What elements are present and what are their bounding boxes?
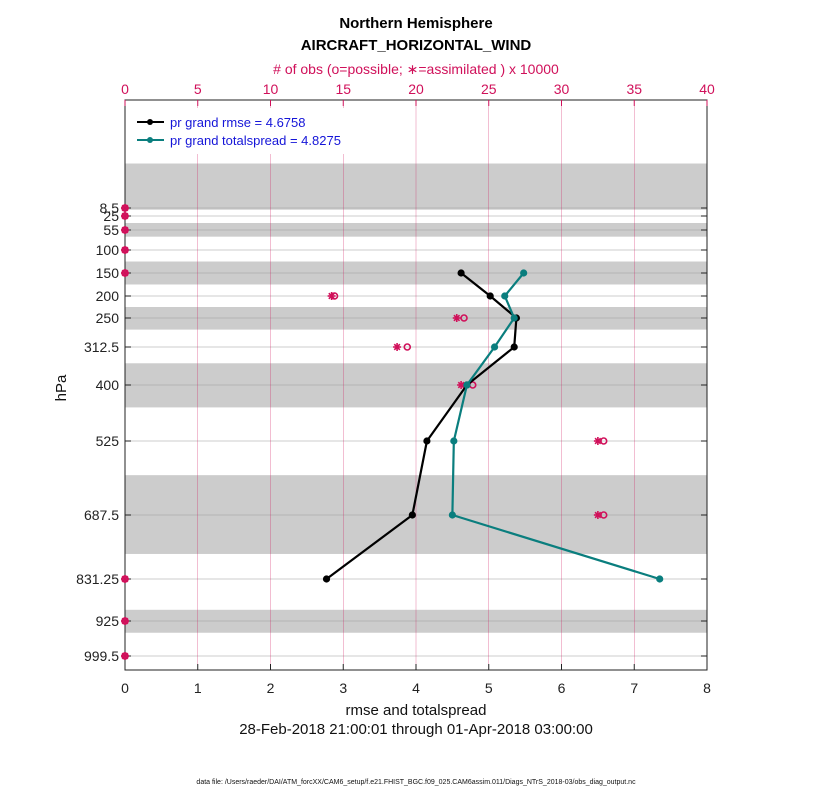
obs-possible-marker	[460, 314, 468, 322]
obs-assimilated-marker	[121, 269, 129, 277]
top-tick-label: 25	[481, 81, 497, 97]
series-line-spread	[451, 272, 661, 581]
legend-box	[128, 108, 368, 154]
obs-assimilated-marker	[452, 314, 461, 322]
y-tick-label: 925	[96, 613, 120, 629]
y-tick-label: 25	[103, 208, 119, 224]
legend: pr grand rmse = 4.6758 pr grand totalspr…	[128, 108, 368, 154]
y-tick-label: 400	[96, 377, 120, 393]
top-tick-label: 20	[408, 81, 424, 97]
obs-star-stroke	[121, 575, 129, 583]
series-point-rmse	[322, 575, 331, 583]
y-tick-label: 100	[96, 242, 120, 258]
x-axis-label: rmse and totalspread	[346, 702, 487, 719]
y-tick-label: 687.5	[84, 507, 119, 523]
legend-label-rmse: pr grand rmse = 4.6758	[170, 115, 306, 130]
series-point-spread	[448, 511, 456, 519]
y-tick-label: 250	[96, 310, 120, 326]
series-point-rmse	[457, 269, 465, 277]
obs-star-stroke	[121, 617, 129, 625]
legend-marker-spread	[147, 137, 153, 143]
series-point-spread	[463, 381, 471, 389]
y-axis-label: hPa	[53, 374, 70, 401]
x-tick-label: 2	[267, 680, 275, 696]
top-tick-label: 40	[699, 81, 715, 97]
obs-assimilated-marker	[121, 212, 129, 220]
series-lines	[322, 269, 664, 583]
chart-title: Northern Hemisphere	[339, 15, 492, 32]
series-point-spread	[450, 437, 458, 445]
obs-star-stroke	[121, 246, 129, 254]
obs-assimilated-marker	[593, 437, 602, 445]
y-tick-label: 525	[96, 433, 120, 449]
date-range: 28-Feb-2018 21:00:01 through 01-Apr-2018…	[239, 721, 593, 738]
obs-star-stroke	[121, 652, 129, 660]
y-tick-label: 312.5	[84, 339, 119, 355]
obs-star-stroke	[594, 511, 602, 519]
top-axis-label: # of obs (o=possible; ∗=assimilated ) x …	[273, 61, 559, 77]
series-point-spread	[656, 575, 664, 583]
top-axis-gridlines	[197, 100, 635, 670]
obs-possible-marker	[403, 343, 412, 351]
top-tick-label: 35	[626, 81, 642, 97]
x-tick-label: 1	[194, 680, 202, 696]
obs-assimilated-marker	[121, 226, 129, 234]
obs-count-markers	[121, 204, 608, 660]
series-point-spread	[501, 292, 509, 300]
obs-assimilated-marker	[393, 343, 402, 351]
series-point-rmse	[423, 437, 431, 445]
series-point-rmse	[486, 292, 494, 300]
series-point-rmse	[408, 511, 416, 519]
obs-star-stroke	[121, 226, 129, 234]
obs-star-stroke	[393, 343, 401, 351]
legend-label-spread: pr grand totalspread = 4.8275	[170, 133, 341, 148]
x-tick-label: 3	[339, 680, 347, 696]
obs-star-stroke	[594, 437, 602, 445]
series-point-rmse	[510, 343, 518, 351]
x-tick-label: 0	[121, 680, 129, 696]
y-tick-label: 8.5	[100, 200, 120, 216]
obs-star-stroke	[453, 314, 461, 322]
x-tick-label: 6	[558, 680, 566, 696]
y-tick-label: 55	[103, 222, 119, 238]
top-tick-label: 30	[554, 81, 570, 97]
data-file-footnote: data file: /Users/raeder/DAI/ATM_forcXX/…	[196, 779, 636, 786]
x-tick-label: 8	[703, 680, 711, 696]
top-tick-label: 15	[335, 81, 351, 97]
obs-assimilated-marker	[121, 652, 129, 660]
obs-star-stroke	[121, 212, 129, 220]
y-tick-label: 200	[96, 288, 120, 304]
obs-assimilated-marker	[121, 575, 129, 583]
y-tick-label: 831.25	[76, 571, 119, 587]
obs-star-stroke	[328, 292, 335, 300]
series-point-spread	[490, 343, 499, 351]
obs-star-stroke	[121, 269, 129, 277]
y-tick-label: 150	[96, 265, 120, 281]
top-tick-label: 0	[121, 81, 129, 97]
x-tick-label: 7	[630, 680, 638, 696]
top-tick-label: 5	[194, 81, 202, 97]
series-line-rmse	[325, 272, 518, 580]
obs-assimilated-marker	[121, 617, 129, 625]
x-tick-label: 5	[485, 680, 493, 696]
x-tick-label: 4	[412, 680, 420, 696]
obs-star-stroke	[457, 381, 465, 389]
legend-marker-rmse	[147, 119, 153, 125]
x-axis-ticks: 0 1 2 3 4 5 6 7 8	[121, 664, 711, 696]
top-axis-ticks: 0 5 10 15 20 25 30 35 40	[121, 81, 715, 106]
series-point-spread	[520, 269, 528, 277]
series-point-spread	[510, 314, 518, 322]
obs-assimilated-marker	[121, 246, 129, 254]
obs-star-stroke	[121, 204, 129, 212]
top-tick-label: 10	[263, 81, 279, 97]
y-tick-label: 999.5	[84, 648, 119, 664]
chart-subtitle: AIRCRAFT_HORIZONTAL_WIND	[301, 37, 532, 54]
obs-assimilated-marker	[121, 204, 129, 212]
obs-assimilated-marker	[327, 292, 336, 300]
obs-assimilated-marker	[593, 511, 602, 519]
